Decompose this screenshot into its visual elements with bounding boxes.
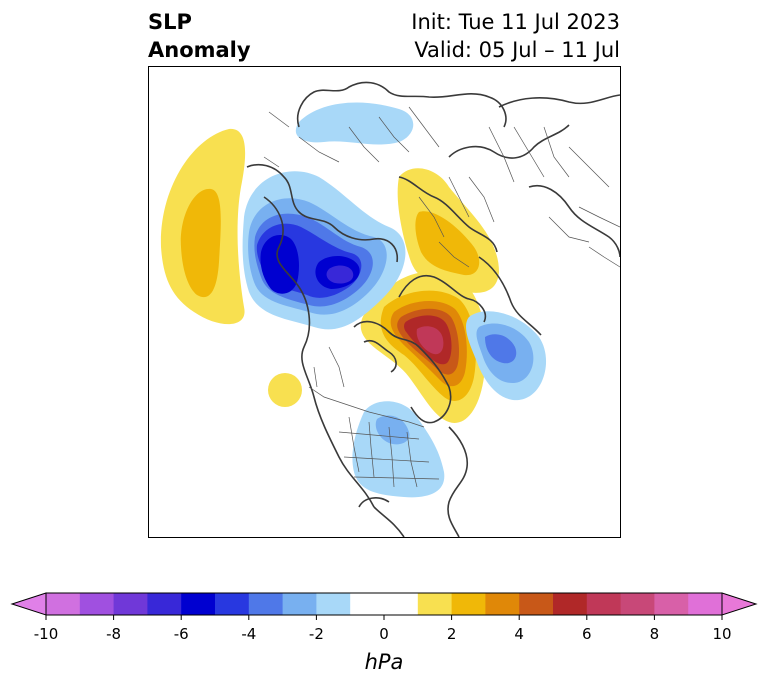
colorbar-bin (688, 593, 723, 615)
coastlines (246, 81, 620, 537)
colorbar-bin (654, 593, 689, 615)
colorbar-bin (181, 593, 216, 615)
colorbar-bin (350, 593, 385, 615)
political-borders (263, 106, 620, 488)
map-subtitle: Init: Tue 11 Jul 2023 Valid: 05 Jul – 11… (411, 8, 620, 64)
colorbar-tick-label: -6 (174, 625, 189, 643)
colorbar-extend-max (721, 592, 758, 616)
colorbar-bin (417, 593, 453, 615)
valid-range: Valid: 05 Jul – 11 Jul (414, 38, 620, 62)
colorbar-bin (46, 593, 81, 615)
colorbar-bin (147, 593, 182, 615)
colorbar-bin (519, 593, 554, 615)
colorbar-bin (215, 593, 250, 615)
anomaly-scandinavia-high (397, 168, 499, 293)
colorbar-unit-label: hPa (364, 650, 404, 674)
title-line-2: Anomaly (148, 38, 251, 62)
colorbar-bin (316, 593, 351, 615)
colorbar-tick-label: 10 (712, 625, 731, 643)
colorbar-extend-min (10, 592, 47, 616)
colorbar-tick-label: -10 (34, 625, 59, 643)
colorbar: -10 -8 -6 -4 -2 0 2 4 6 8 10 (10, 592, 758, 643)
colorbar-tick-label: 2 (447, 625, 457, 643)
colorbar-tick-label: 6 (582, 625, 592, 643)
colorbar-tick-label: -4 (241, 625, 256, 643)
colorbar-bin (451, 593, 486, 615)
colorbar-bin (586, 593, 622, 615)
map-title: SLP Anomaly (148, 8, 251, 64)
colorbar-bin (620, 593, 655, 615)
colorbar-bin (282, 593, 317, 615)
anomaly-hawaii-high (268, 373, 302, 407)
map-panel (148, 66, 621, 538)
colorbar-ticks: -10 -8 -6 -4 -2 0 2 4 6 8 10 (34, 615, 732, 643)
colorbar-tick-label: -2 (309, 625, 324, 643)
anomaly-north-atlantic-low (466, 311, 547, 401)
colorbar-bin (485, 593, 520, 615)
colorbar-bin (113, 593, 148, 615)
colorbar-bin (248, 593, 284, 615)
colorbar-bin (384, 593, 419, 615)
colorbar-bins (10, 592, 758, 616)
anomaly-eastern-us-low (352, 401, 445, 498)
anomaly-north-pacific-high (160, 128, 246, 325)
init-date: Init: Tue 11 Jul 2023 (411, 10, 620, 34)
slp-anomaly-map (160, 81, 620, 537)
colorbar-bin (553, 593, 588, 615)
colorbar-tick-label: 8 (650, 625, 660, 643)
colorbar-bin (79, 593, 115, 615)
colorbar-tick-label: 4 (514, 625, 524, 643)
anomaly-greenland-high (360, 271, 486, 423)
colorbar-tick-label: 0 (379, 625, 389, 643)
title-line-1: SLP (148, 10, 192, 34)
colorbar-tick-label: -8 (106, 625, 121, 643)
anomaly-arctic-low (295, 102, 414, 145)
